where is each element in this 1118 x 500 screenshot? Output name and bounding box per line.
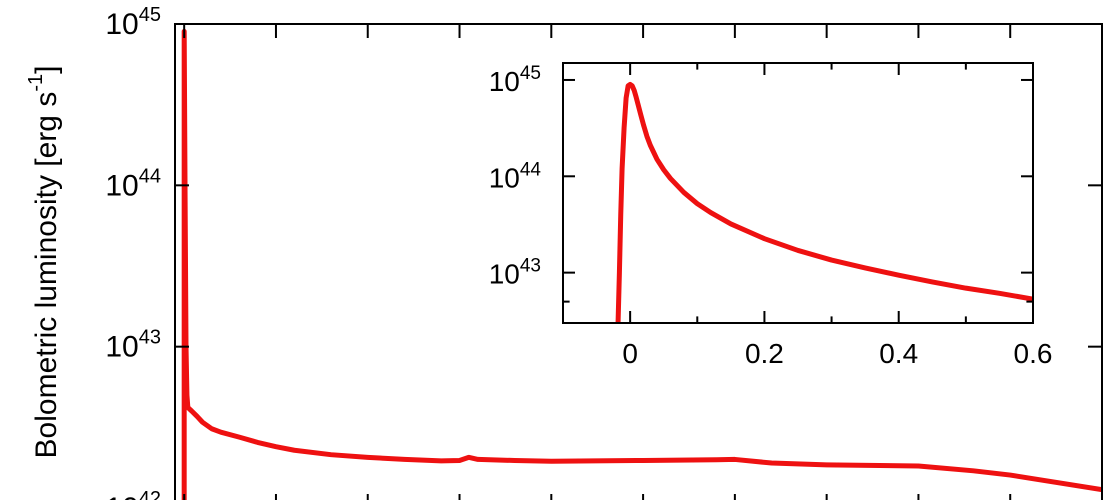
inset-x-tick-label-3: 0.6 [1014,338,1053,369]
inset-background [563,63,1033,323]
main-y-tick-label-1: 1043 [105,327,161,364]
main-plot: 1042104310441045 [105,4,1103,500]
y-axis-title-suffix: ] [30,66,63,74]
inset-y-tick-label-base-0: 10 [489,259,520,290]
main-y-tick-label-3: 1045 [105,4,161,41]
inset-y-tick-label-2: 1045 [489,63,541,97]
inset-y-tick-label-0: 1043 [489,256,541,290]
inset-frame [562,62,1034,324]
y-axis-title-superscript: -1 [25,74,47,92]
main-y-tick-label-2: 1044 [105,165,161,202]
inset-x-tick-label-1: 0.2 [745,338,784,369]
main-y-tick-label-base-2: 10 [105,169,138,202]
y-axis-title-text: Bolometric luminosity [erg s [30,92,63,459]
main-y-tick-label-base-3: 10 [105,8,138,41]
inset-x-tick-label-0: 0 [622,338,638,369]
main-frame [174,23,1103,500]
main-y-tick-label-exp-2: 44 [139,165,161,187]
inset-series-line-0 [615,81,1033,323]
inset-y-tick-label-exp-1: 44 [520,159,542,180]
inset-y-tick-label-1: 1044 [489,159,542,193]
main-y-tick-label-base-0: 10 [105,492,138,500]
main-y-tick-label-exp-1: 43 [139,327,161,349]
main-y-tick-label-exp-3: 45 [139,4,161,26]
inset-y-tick-label-base-2: 10 [489,66,520,97]
inset-y-tick-label-exp-2: 45 [520,63,541,84]
inset-y-tick-label-exp-0: 43 [520,256,541,277]
main-y-tick-label-base-1: 10 [105,331,138,364]
main-y-tick-label-0: 1042 [105,488,161,500]
inset-y-tick-label-base-1: 10 [489,162,520,193]
inset-x-tick-label-2: 0.4 [879,338,918,369]
y-axis-title: Bolometric luminosity [erg s-1] [25,66,63,459]
main-y-tick-label-exp-0: 42 [139,488,161,500]
main-series-line-0 [181,28,1102,500]
